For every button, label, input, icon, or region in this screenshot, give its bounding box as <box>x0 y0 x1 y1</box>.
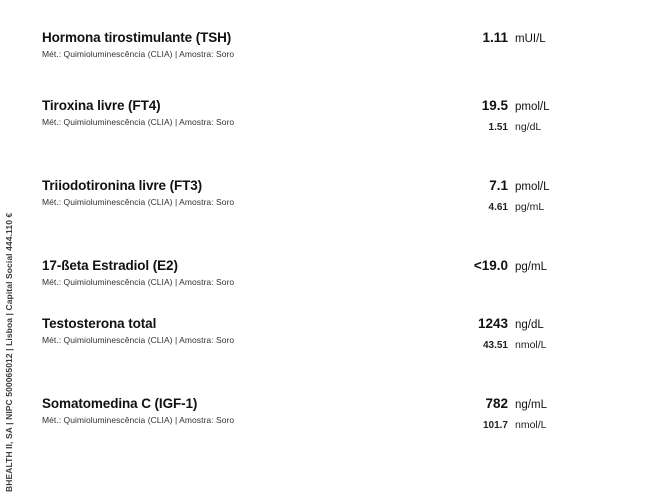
analyte-name: Testosterona total <box>42 316 157 331</box>
primary-value-line: 1243 ng/dL <box>419 316 624 333</box>
primary-value-line: 782 ng/mL <box>419 396 624 413</box>
analyte-method: Mét.: Quimioluminescência (CLIA) | Amost… <box>42 335 235 345</box>
secondary-value-line: 4.61 pg/mL <box>419 201 624 214</box>
primary-value: 782 <box>485 396 508 411</box>
analyte-name: Hormona tirostimulante (TSH) <box>42 30 232 45</box>
result-values: 782 ng/mL 101.7 nmol/L <box>419 396 624 432</box>
secondary-value: 101.7 <box>482 420 508 431</box>
result-row: Hormona tirostimulante (TSH) Mét.: Quimio… <box>42 30 624 60</box>
primary-unit: ng/dL <box>515 319 544 331</box>
analyte-method: Mét.: Quimioluminescência (CLIA) | Amost… <box>42 117 235 127</box>
primary-value: <19.0 <box>473 258 508 273</box>
primary-unit: pmol/L <box>515 181 550 193</box>
primary-value: 19.5 <box>481 98 508 113</box>
result-analyte: Triiodotironina livre (FT3) Mét.: Quimiol… <box>42 178 419 208</box>
secondary-unit: nmol/L <box>515 339 547 351</box>
primary-unit: ng/mL <box>515 399 547 411</box>
primary-value-line: 1.11 mUI/L <box>419 30 624 47</box>
secondary-value-line: 1.51 ng/dL <box>419 121 624 134</box>
result-row: Triiodotironina livre (FT3) Mét.: Quimiol… <box>42 178 624 214</box>
secondary-value-line: 43.51 nmol/L <box>419 339 624 352</box>
analyte-name: Triiodotironina livre (FT3) <box>42 178 203 193</box>
result-values: 1243 ng/dL 43.51 nmol/L <box>419 316 624 352</box>
result-values: 19.5 pmol/L 1.51 ng/dL <box>419 98 624 134</box>
result-values: 1.11 mUI/L <box>419 30 624 47</box>
result-row: Testosterona total Mét.: Quimioluminescên… <box>42 316 624 352</box>
primary-unit: mUI/L <box>515 33 546 45</box>
result-analyte: Somatomedina C (IGF-1) Mét.: Quimiolumine… <box>42 396 419 426</box>
analyte-method: Mét.: Quimioluminescência (CLIA) | Amost… <box>42 277 235 287</box>
primary-value: 7.1 <box>489 178 508 193</box>
analyte-method: Mét.: Quimioluminescência (CLIA) | Amost… <box>42 49 235 59</box>
result-row: 17-ßeta Estradiol (E2) Mét.: Quimiolumine… <box>42 258 624 288</box>
secondary-unit: pg/mL <box>515 201 545 213</box>
result-values: <19.0 pg/mL <box>419 258 624 275</box>
primary-value-line: <19.0 pg/mL <box>419 258 624 275</box>
primary-value-line: 7.1 pmol/L <box>419 178 624 195</box>
result-values: 7.1 pmol/L 4.61 pg/mL <box>419 178 624 214</box>
secondary-value: 43.51 <box>482 340 508 351</box>
primary-unit: pg/mL <box>515 261 547 273</box>
secondary-value: 4.61 <box>488 202 508 213</box>
result-row: Tiroxina livre (FT4) Mét.: Quimioluminesc… <box>42 98 624 134</box>
result-analyte: Testosterona total Mét.: Quimioluminescên… <box>42 316 419 346</box>
analyte-name: Tiroxina livre (FT4) <box>42 98 161 113</box>
analyte-name: Somatomedina C (IGF-1) <box>42 396 198 411</box>
secondary-unit: nmol/L <box>515 419 547 431</box>
primary-value-line: 19.5 pmol/L <box>419 98 624 115</box>
analyte-name: 17-ßeta Estradiol (E2) <box>42 258 178 273</box>
result-analyte: Tiroxina livre (FT4) Mét.: Quimioluminesc… <box>42 98 419 128</box>
result-row: Somatomedina C (IGF-1) Mét.: Quimiolumine… <box>42 396 624 432</box>
primary-value: 1243 <box>477 316 508 331</box>
analyte-method: Mét.: Quimioluminescência (CLIA) | Amost… <box>42 415 235 425</box>
primary-value: 1.11 <box>482 30 508 45</box>
result-analyte: Hormona tirostimulante (TSH) Mét.: Quimio… <box>42 30 419 60</box>
secondary-value-line: 101.7 nmol/L <box>419 419 624 432</box>
result-analyte: 17-ßeta Estradiol (E2) Mét.: Quimiolumine… <box>42 258 419 288</box>
secondary-unit: ng/dL <box>515 121 542 133</box>
analyte-method: Mét.: Quimioluminescência (CLIA) | Amost… <box>42 197 235 207</box>
primary-unit: pmol/L <box>515 101 550 113</box>
secondary-value: 1.51 <box>488 122 508 133</box>
